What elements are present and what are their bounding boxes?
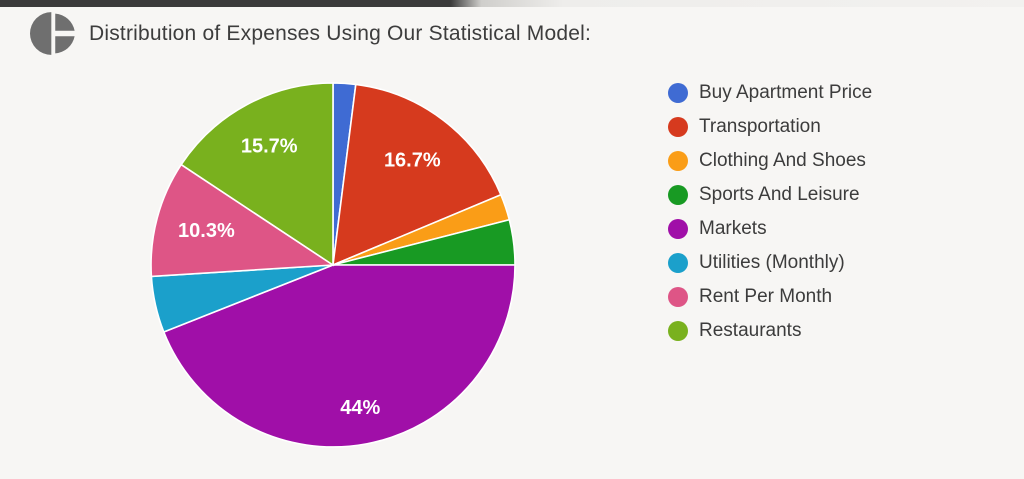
pie-chart: 16.7% 44% 10.3% 15.7% — [150, 82, 516, 448]
legend-item-sports-and-leisure[interactable]: Sports And Leisure — [668, 178, 872, 212]
legend-item-utilities-monthly[interactable]: Utilities (Monthly) — [668, 246, 872, 280]
legend-label: Rent Per Month — [699, 286, 833, 307]
legend-label: Utilities (Monthly) — [699, 252, 845, 273]
legend-label: Sports And Leisure — [699, 184, 860, 205]
chart-legend: Buy Apartment Price Transportation Clothin… — [668, 76, 872, 348]
legend-item-clothing-and-shoes[interactable]: Clothing And Shoes — [668, 144, 872, 178]
pie-slice-rent-per-month[interactable] — [150, 163, 336, 278]
legend-swatch-icon — [668, 219, 688, 239]
legend-label: Buy Apartment Price — [699, 82, 873, 103]
legend-swatch-icon — [668, 253, 688, 273]
top-bar — [0, 0, 1024, 7]
legend-item-restaurants[interactable]: Restaurants — [668, 314, 872, 348]
pie-slice-transportation[interactable] — [332, 83, 502, 267]
legend-swatch-icon — [668, 117, 688, 137]
pie-slice-markets[interactable] — [162, 264, 516, 448]
legend-label: Markets — [699, 218, 767, 239]
chart-header: Distribution of Expenses Using Our Stati… — [29, 10, 591, 57]
legend-swatch-icon — [668, 321, 688, 341]
page-title: Distribution of Expenses Using Our Stati… — [89, 21, 591, 45]
legend-label: Restaurants — [699, 320, 802, 341]
pie-svg: 16.7%44%10.3%15.7% — [150, 82, 516, 448]
legend-label: Transportation — [699, 116, 821, 137]
legend-item-markets[interactable]: Markets — [668, 212, 872, 246]
legend-swatch-icon — [668, 185, 688, 205]
legend-item-transportation[interactable]: Transportation — [668, 110, 872, 144]
legend-swatch-icon — [668, 83, 688, 103]
legend-label: Clothing And Shoes — [699, 150, 866, 171]
pie-slice-restaurants[interactable] — [180, 82, 334, 267]
legend-item-buy-apartment-price[interactable]: Buy Apartment Price — [668, 76, 872, 110]
legend-swatch-icon — [668, 151, 688, 171]
legend-swatch-icon — [668, 287, 688, 307]
legend-item-rent-per-month[interactable]: Rent Per Month — [668, 280, 872, 314]
pie-chart-icon — [29, 12, 75, 55]
